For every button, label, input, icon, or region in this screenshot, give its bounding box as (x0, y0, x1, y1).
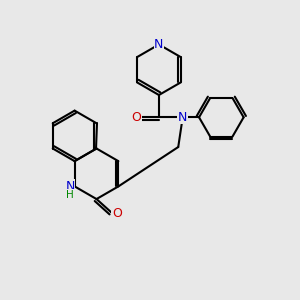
Text: H: H (66, 190, 74, 200)
Text: N: N (65, 180, 75, 193)
Text: N: N (178, 111, 188, 124)
Text: O: O (112, 207, 122, 220)
Text: O: O (132, 111, 142, 124)
Text: N: N (154, 38, 164, 51)
